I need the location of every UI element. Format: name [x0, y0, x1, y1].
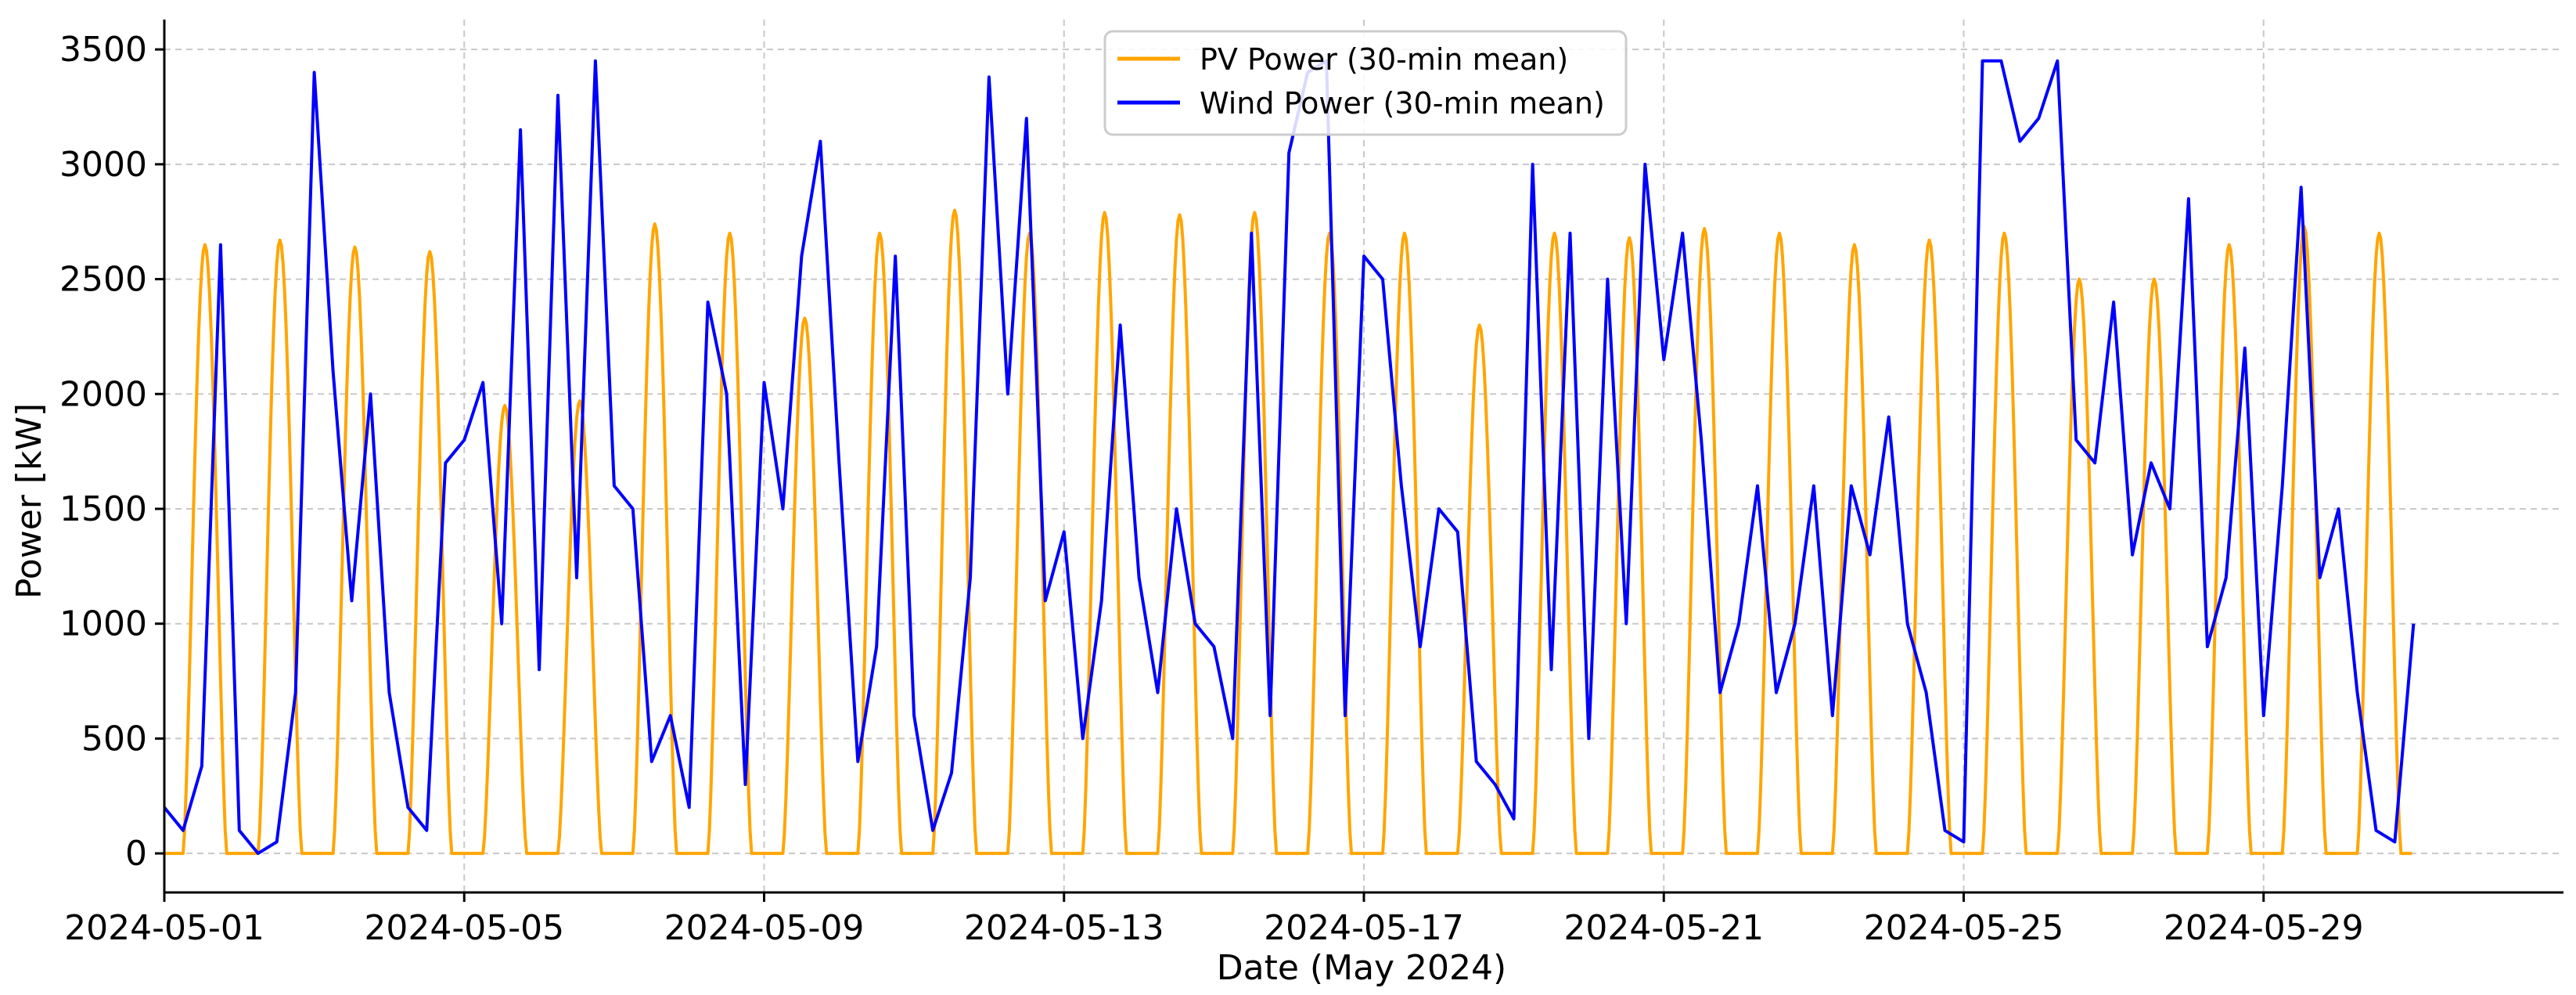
y-tick-label: 2500: [59, 260, 147, 300]
x-tick-label: 2024-05-09: [664, 908, 865, 948]
x-tick-label: 2024-05-01: [64, 908, 264, 948]
wind-power-series: [163, 59, 2416, 856]
y-tick-label: 1500: [59, 489, 147, 529]
x-axis-label: Date (May 2024): [1217, 948, 1506, 988]
legend-pv-label: PV Power (30-min mean): [1200, 42, 1568, 77]
y-tick-label: 0: [125, 834, 147, 874]
y-axis-label: Power [kW]: [9, 403, 49, 599]
x-tick-label: 2024-05-21: [1563, 908, 1764, 948]
x-axis-ticks: 2024-05-01 2024-05-05 2024-05-09 2024-05-13…: [64, 892, 2364, 948]
legend-frame: [1103, 30, 1628, 136]
axes: [163, 20, 2563, 894]
x-tick-label: 2024-05-29: [2164, 908, 2364, 948]
wind-power-line: [163, 59, 2416, 856]
y-tick-label: 3500: [59, 30, 147, 70]
y-tick-label: 1000: [59, 604, 147, 644]
y-tick-label: 2000: [59, 374, 147, 414]
gridlines: [164, 20, 2563, 892]
x-tick-label: 2024-05-25: [1864, 908, 2064, 948]
x-tick-label: 2024-05-17: [1264, 908, 1464, 948]
y-tick-label: 500: [81, 719, 147, 759]
x-tick-label: 2024-05-13: [964, 908, 1164, 948]
y-tick-label: 3000: [59, 145, 147, 185]
y-axis-ticks: 0 500 1000 1500 2000 2500 3000 3500: [59, 30, 164, 874]
pv-power-series: [164, 208, 2412, 856]
legend-wind-label: Wind Power (30-min mean): [1200, 86, 1605, 121]
legend: PV Power (30-min mean) Wind Power (30-mi…: [1103, 30, 1628, 136]
pv-power-line: [164, 208, 2412, 856]
x-tick-label: 2024-05-05: [364, 908, 564, 948]
